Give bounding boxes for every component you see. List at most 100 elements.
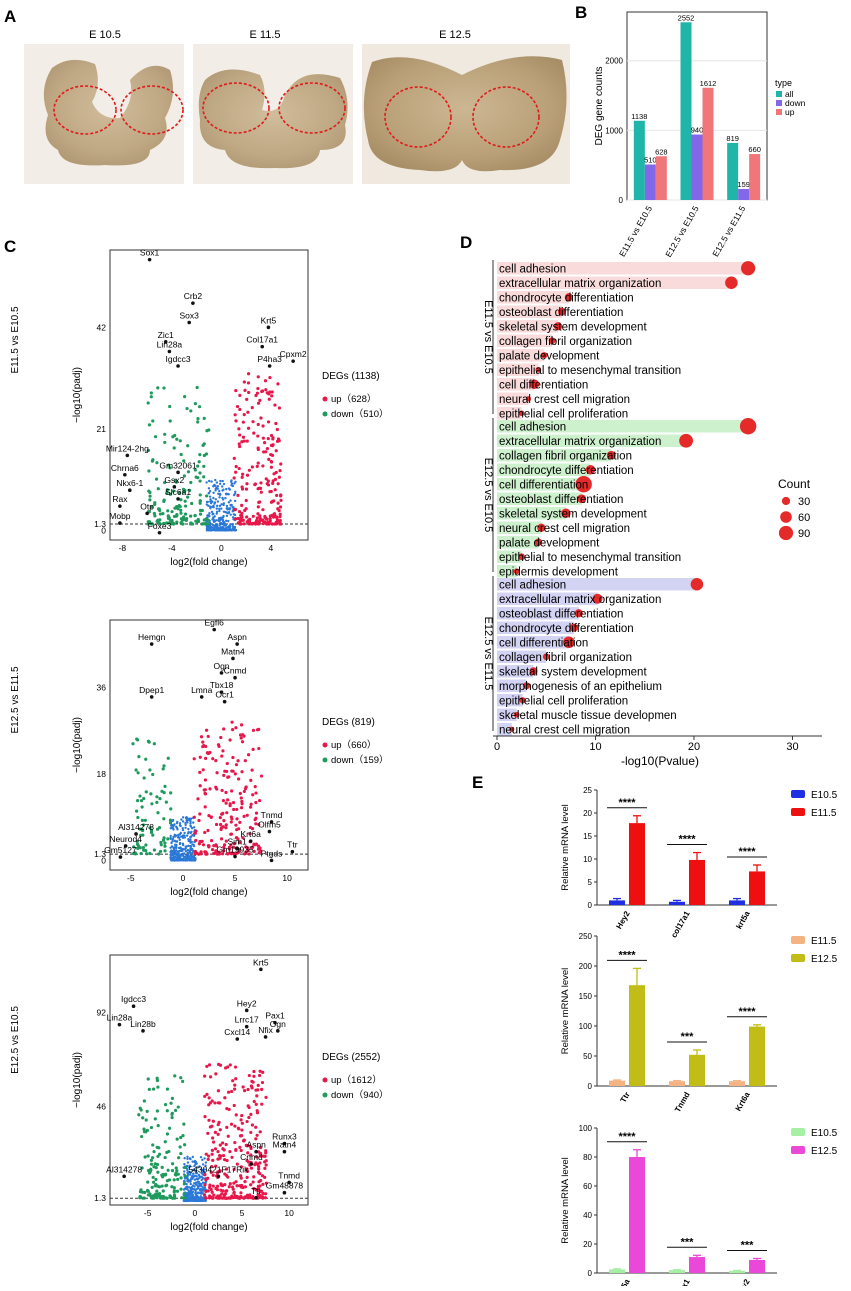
point-up <box>203 1173 207 1177</box>
point-down <box>195 385 199 390</box>
point-ns <box>177 850 180 853</box>
point-ns <box>214 478 217 482</box>
point-down <box>141 1190 145 1194</box>
point-ns <box>198 1165 201 1168</box>
enrichment-group-3: E12.5 vs E11.5 cell adhesion extracellular… <box>482 576 704 737</box>
point-ns <box>212 516 215 519</box>
gene-label: Igdcc3 <box>121 994 146 1004</box>
highlight-point <box>235 642 239 646</box>
highlight-point <box>187 320 191 325</box>
point-ns <box>189 821 192 825</box>
term-bar <box>497 550 522 563</box>
point-up <box>230 720 234 724</box>
count-dot <box>509 726 515 732</box>
point-up <box>234 763 239 767</box>
bar-E12.5 <box>629 1157 645 1273</box>
point-up <box>242 522 246 526</box>
point-ns <box>214 498 218 501</box>
point-ns <box>187 839 190 843</box>
point-up <box>261 1195 265 1199</box>
point-up <box>206 1157 210 1161</box>
significance-stars: **** <box>618 797 636 809</box>
gene-label: Ttr <box>287 840 298 850</box>
point-up <box>256 1187 261 1191</box>
point-ns <box>194 1193 198 1196</box>
point-up <box>211 757 215 761</box>
point-up <box>246 410 250 414</box>
point-up <box>201 740 205 744</box>
point-ns <box>231 510 234 513</box>
plot-frame <box>109 619 309 871</box>
point-up <box>233 508 237 512</box>
highlight-point <box>273 1020 277 1025</box>
tissue-e12-5 <box>363 56 567 172</box>
y-tick-label: 2000 <box>605 57 623 66</box>
point-down <box>195 520 199 524</box>
point-down <box>152 742 156 746</box>
point-down <box>141 833 145 837</box>
point-ns <box>218 524 221 527</box>
point-ns <box>187 853 190 856</box>
point-ns <box>214 484 217 488</box>
point-ns <box>207 479 211 483</box>
point-down <box>140 1134 144 1139</box>
point-up <box>256 505 260 509</box>
gene-label: Sim1 <box>227 836 247 846</box>
point-up <box>228 1149 232 1154</box>
significance-stars: **** <box>618 1131 636 1143</box>
point-down <box>147 423 152 427</box>
bar-value-label: 940 <box>691 126 704 135</box>
point-down <box>155 1195 159 1199</box>
highlight-point <box>269 858 274 863</box>
point-down <box>196 517 200 522</box>
point-down <box>147 740 151 744</box>
point-up <box>249 802 253 806</box>
point-down <box>136 771 140 775</box>
point-up <box>208 1183 212 1187</box>
point-up <box>260 1174 265 1178</box>
highlight-point <box>125 453 130 458</box>
point-ns <box>190 1185 194 1189</box>
point-up <box>228 1182 232 1186</box>
term-bar <box>497 507 566 520</box>
panel-letter-a: A <box>4 7 16 26</box>
point-up <box>239 1185 244 1189</box>
point-down <box>148 490 152 495</box>
point-up <box>252 1099 256 1104</box>
point-ns <box>210 480 213 483</box>
point-up <box>222 845 226 849</box>
point-up <box>251 514 255 518</box>
point-down <box>179 522 183 526</box>
point-ns <box>220 503 223 506</box>
point-up <box>208 1185 212 1190</box>
point-ns <box>179 858 182 862</box>
point-up <box>259 481 263 485</box>
point-up <box>255 516 259 520</box>
point-down <box>138 794 142 798</box>
point-down <box>156 811 160 815</box>
panel-b-legend-title: type <box>775 78 792 88</box>
point-up <box>273 513 277 517</box>
y-tick-label: 1.3 <box>94 519 106 529</box>
highlight-point <box>244 1024 249 1029</box>
point-up <box>261 1154 266 1158</box>
highlight-point <box>282 1190 287 1195</box>
point-up <box>274 515 279 519</box>
point-ns <box>225 487 228 491</box>
gene-label: Gm5127 <box>104 845 137 855</box>
highlight-point <box>118 521 122 525</box>
point-up <box>229 815 233 819</box>
point-down <box>172 1193 177 1197</box>
point-up <box>239 1165 243 1169</box>
point-up <box>206 1176 210 1180</box>
point-up <box>218 1156 222 1160</box>
point-down <box>157 1185 162 1189</box>
point-down <box>183 499 187 503</box>
point-down <box>170 1185 174 1189</box>
term-bar <box>497 592 598 605</box>
point-up <box>242 1139 246 1143</box>
term-bar <box>497 578 697 591</box>
point-up <box>193 849 198 854</box>
highlight-point <box>249 1162 254 1166</box>
term-label: epithelial to mesenchymal transition <box>499 365 681 377</box>
